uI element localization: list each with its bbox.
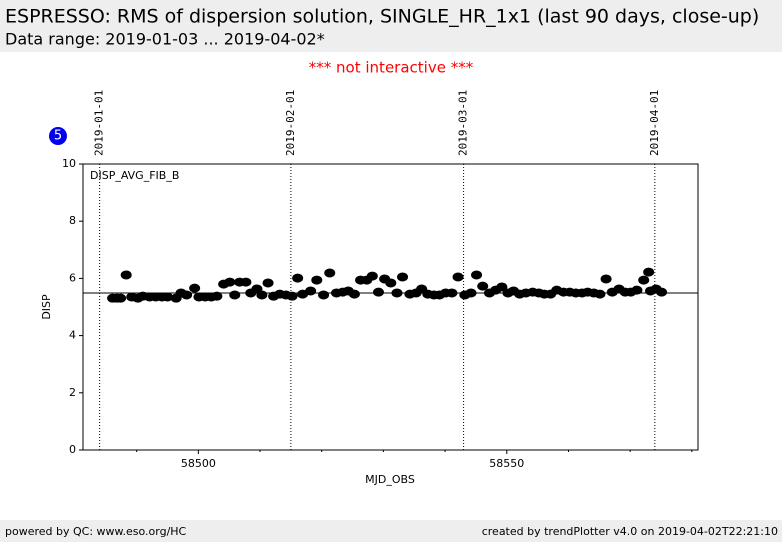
point	[397, 272, 409, 282]
x-tick-label: 58500	[181, 457, 216, 470]
point	[324, 268, 336, 278]
subtitle: Data range: 2019-01-03 ... 2019-04-02*	[5, 30, 325, 49]
point	[477, 281, 489, 291]
point	[631, 285, 643, 295]
point	[224, 277, 236, 287]
point	[305, 286, 317, 296]
panel-label: DISP_AVG_FIB_B	[90, 169, 179, 182]
y-tick-label: 8	[69, 214, 76, 227]
date-marker-label: 2019-03-01	[457, 90, 470, 156]
footer-right: created by trendPlotter v4.0 on 2019-04-…	[482, 525, 778, 538]
point	[465, 288, 477, 298]
date-marker-label: 2019-01-01	[93, 90, 106, 156]
point	[256, 290, 268, 300]
point	[372, 287, 384, 297]
point	[292, 273, 304, 283]
header-bg	[0, 0, 782, 52]
point	[496, 282, 508, 292]
point	[348, 289, 360, 299]
point	[471, 270, 483, 280]
y-tick-label: 6	[69, 271, 76, 284]
point	[120, 270, 132, 280]
point	[262, 278, 274, 288]
point	[366, 271, 378, 281]
badge: 5	[54, 129, 62, 144]
y-tick-label: 4	[69, 329, 76, 342]
point	[643, 267, 655, 277]
date-marker-label: 2019-02-01	[284, 90, 297, 156]
point	[181, 290, 193, 300]
point	[240, 277, 252, 287]
title: ESPRESSO: RMS of dispersion solution, SI…	[5, 6, 759, 28]
point	[162, 292, 174, 302]
notice: *** not interactive ***	[309, 59, 474, 77]
y-axis-label: DISP	[40, 294, 53, 320]
point	[318, 290, 330, 300]
footer-left: powered by QC: www.eso.org/HC	[5, 525, 187, 538]
point	[656, 287, 668, 297]
point	[189, 283, 201, 293]
point	[211, 291, 223, 301]
badge-circle	[49, 127, 67, 145]
y-tick-label: 0	[69, 443, 76, 456]
point	[115, 293, 127, 303]
y-tick-label: 2	[69, 386, 76, 399]
x-axis-label: MJD_OBS	[365, 473, 415, 486]
point	[391, 288, 403, 298]
point	[229, 290, 241, 300]
point	[452, 272, 464, 282]
y-tick-label: 10	[62, 157, 76, 170]
point	[594, 289, 606, 299]
footer-bg	[0, 520, 782, 542]
point	[600, 274, 612, 284]
point	[638, 275, 650, 285]
point	[286, 291, 298, 301]
plot-frame	[82, 163, 699, 451]
point	[385, 278, 397, 288]
point	[446, 288, 458, 298]
x-tick-label: 58550	[489, 457, 524, 470]
point	[311, 275, 323, 285]
date-marker-label: 2019-04-01	[648, 90, 661, 156]
